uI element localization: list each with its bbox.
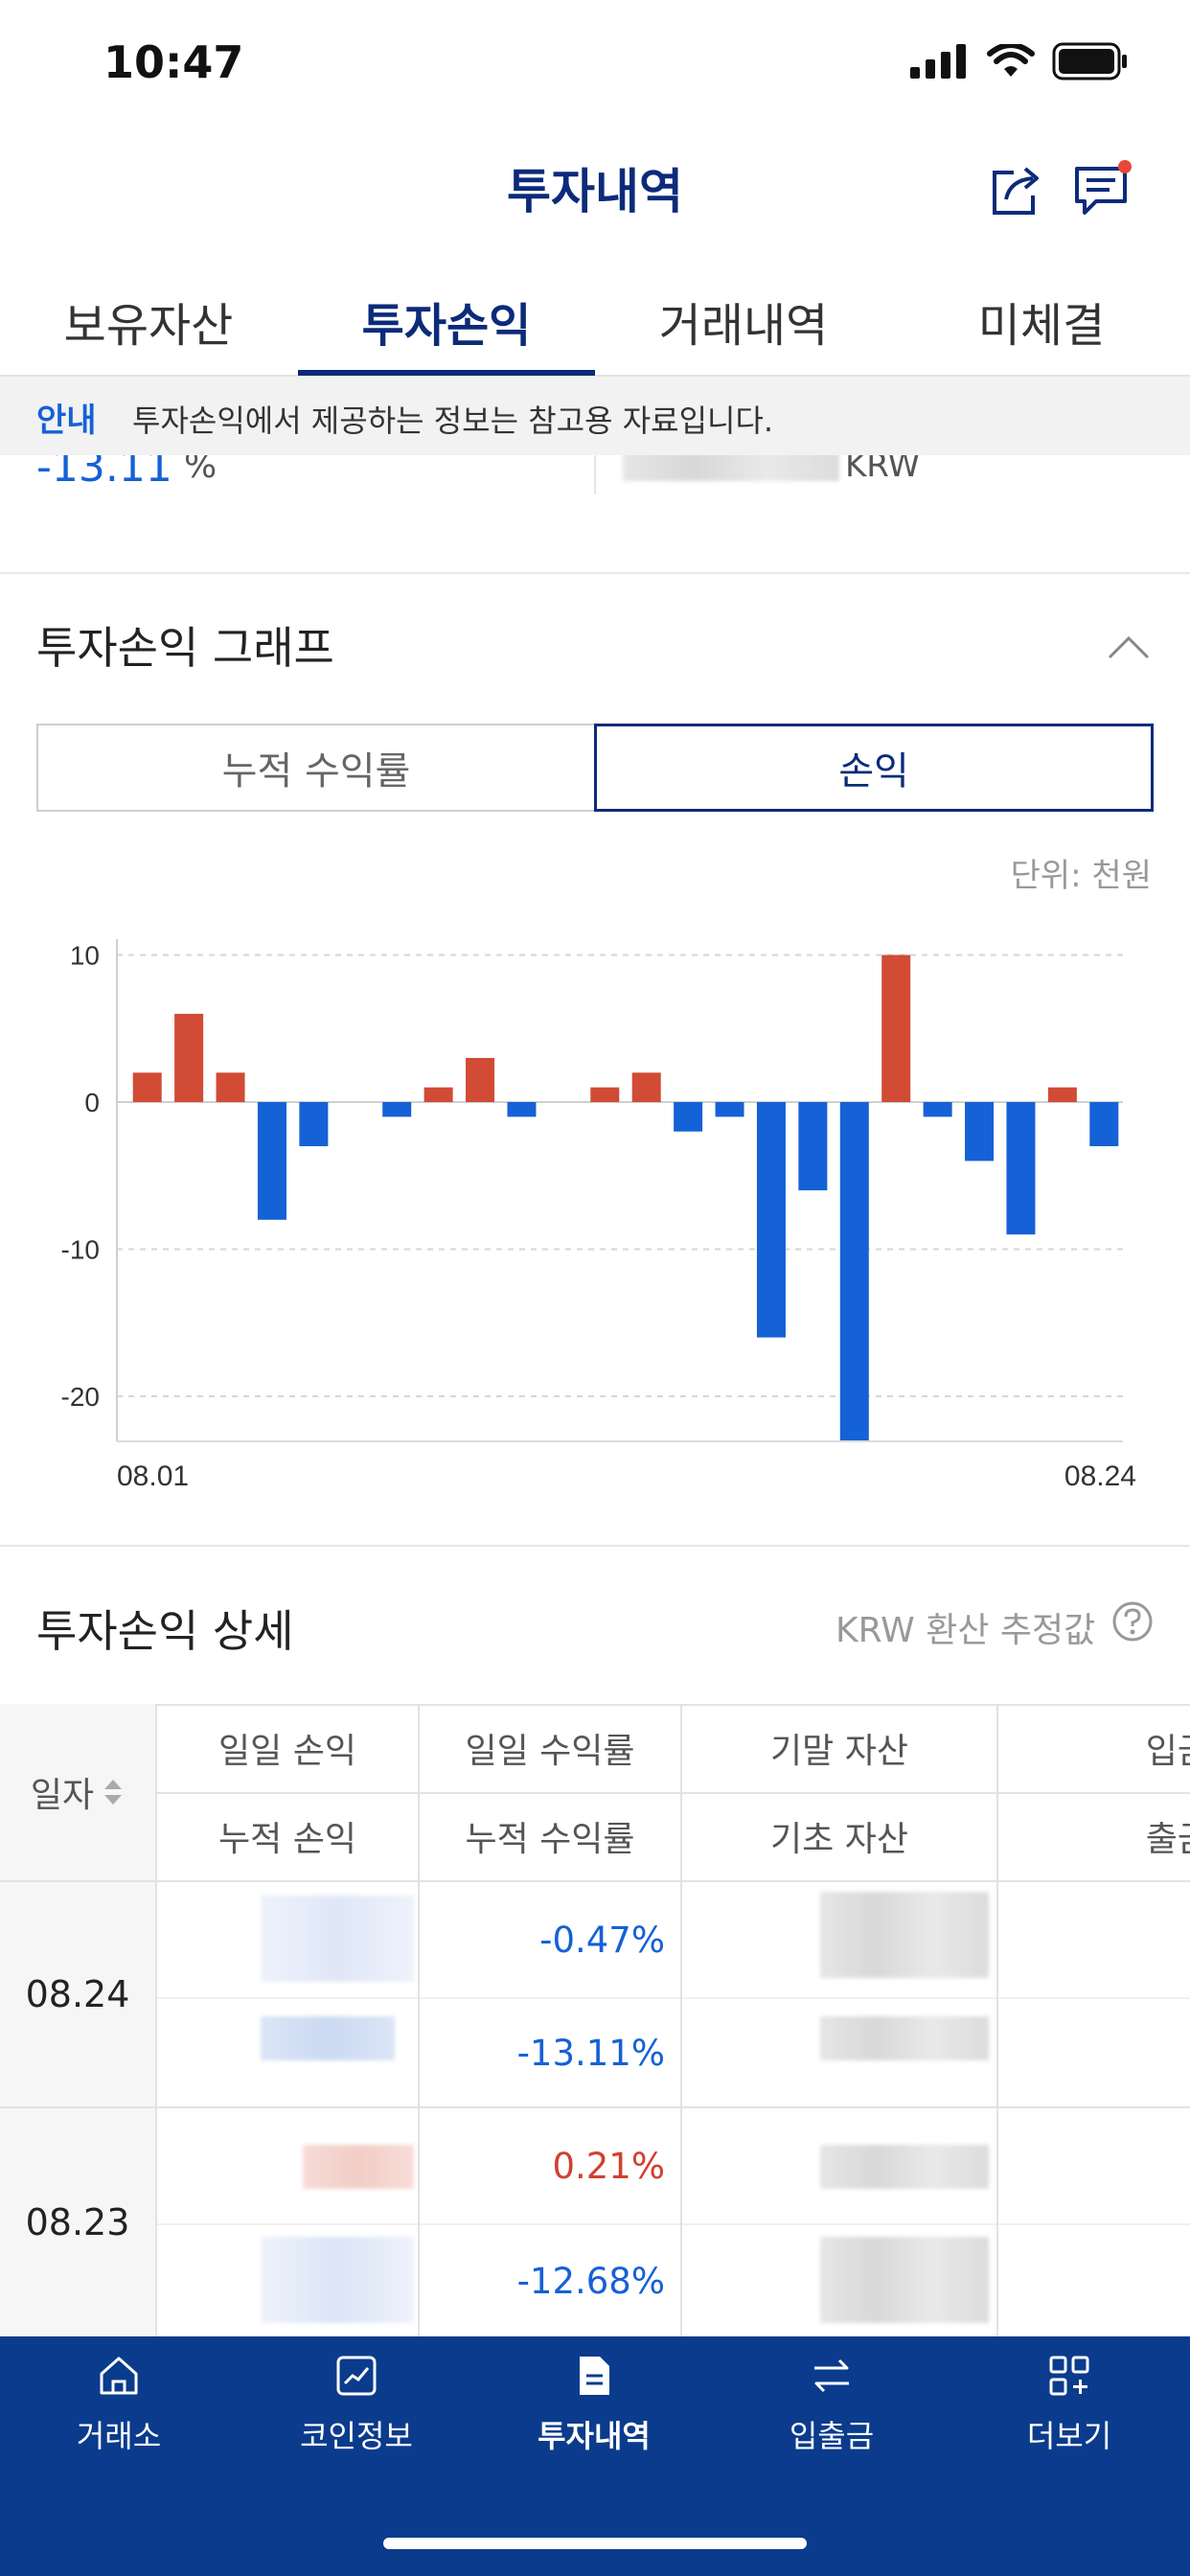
bar-day-1 <box>132 1072 162 1102</box>
bar-day-2 <box>174 1013 204 1102</box>
document-icon <box>580 2357 609 2395</box>
header-daily-pl: 일일 손익 <box>218 1732 356 1771</box>
chart-unit-label: 단위: 천원 <box>1010 857 1152 895</box>
date-header[interactable]: 일자 <box>0 1704 155 1880</box>
bar-day-22 <box>1006 1102 1036 1235</box>
battery-icon <box>1052 42 1127 80</box>
nav-coin-info[interactable]: 코인정보 <box>238 2353 475 2468</box>
sort-icon <box>104 1780 123 1805</box>
home-indicator <box>383 2538 807 2549</box>
header-cumulative-pl: 누적 손익 <box>218 1820 356 1859</box>
cumulative-rate: -12.68% <box>516 2260 665 2302</box>
nav-label: 더보기 <box>1026 2418 1112 2454</box>
nav-deposit-withdraw[interactable]: 입출금 <box>713 2353 950 2468</box>
section-divider <box>0 1545 1190 1547</box>
blurred-cumulative-pl <box>261 2016 395 2060</box>
notice-bar <box>0 377 1190 455</box>
transfer-icon <box>814 2358 849 2393</box>
tab-pending-orders[interactable]: 미체결 <box>977 299 1106 353</box>
bar-day-17 <box>798 1102 828 1191</box>
tab-profit-loss[interactable]: 투자손익 <box>361 299 532 353</box>
header-cumulative-rate: 누적 수익률 <box>465 1820 635 1859</box>
nav-exchange[interactable]: 거래소 <box>0 2353 238 2468</box>
nav-more[interactable]: 더보기 <box>950 2353 1188 2468</box>
header-daily-rate: 일일 수익률 <box>465 1732 635 1771</box>
nav-label: 코인정보 <box>300 2418 413 2454</box>
nav-label: 입출금 <box>789 2418 875 2454</box>
y-tick-label: 10 <box>70 941 100 971</box>
bar-day-15 <box>715 1102 744 1117</box>
notice-tag: 안내 <box>36 402 97 440</box>
header-ending-assets: 기말 자산 <box>770 1732 908 1771</box>
x-start-label: 08.01 <box>117 1460 189 1492</box>
y-tick-label: -10 <box>61 1235 100 1265</box>
date-header-label: 일자 <box>30 1776 95 1815</box>
chevron-up-icon[interactable] <box>1108 627 1150 669</box>
y-tick-label: -20 <box>61 1382 100 1412</box>
chart-icon <box>336 2356 377 2396</box>
tabs-divider <box>0 375 1190 377</box>
profit-loss-bar-chart: 10 0 -10 -20 08.01 08.24 <box>61 939 1136 1492</box>
help-icon[interactable] <box>1111 1600 1154 1643</box>
chat-icon[interactable] <box>1071 159 1133 220</box>
header-withdrawal: 출금 <box>1145 1820 1190 1859</box>
bar-day-24 <box>1089 1102 1119 1147</box>
bar-day-19 <box>881 954 911 1102</box>
notice-text: 투자손익에서 제공하는 정보는 참고용 자료입니다. <box>132 402 774 439</box>
graph-section-title: 투자손익 그래프 <box>36 622 334 674</box>
bar-day-10 <box>507 1102 537 1117</box>
bar-day-12 <box>590 1087 620 1102</box>
summary-divider <box>594 450 596 494</box>
section-divider <box>0 572 1190 574</box>
y-tick-label: 0 <box>84 1088 100 1117</box>
bar-day-5 <box>299 1102 329 1147</box>
tab-transactions[interactable]: 거래내역 <box>658 299 829 353</box>
blurred-beginning-assets <box>820 2016 989 2060</box>
toggle-profit-loss[interactable]: 손익 <box>594 724 1154 812</box>
blurred-ending-assets <box>820 2145 989 2189</box>
nav-label: 거래소 <box>76 2418 162 2454</box>
toggle-cumulative-rate[interactable]: 누적 수익률 <box>36 724 596 812</box>
share-icon[interactable] <box>985 159 1046 220</box>
bar-day-9 <box>466 1057 495 1102</box>
bar-day-3 <box>216 1072 245 1102</box>
bar-day-14 <box>674 1102 703 1132</box>
detail-section-title: 투자손익 상세 <box>36 1605 294 1657</box>
bar-day-7 <box>382 1102 412 1117</box>
krw-estimate-note: KRW 환산 추정값 <box>835 1611 1096 1650</box>
tab-holdings[interactable]: 보유자산 <box>63 299 234 353</box>
status-time: 10:47 <box>103 36 244 88</box>
header-beginning-assets: 기초 자산 <box>770 1820 908 1859</box>
wifi-icon <box>987 44 1035 77</box>
active-tab-indicator <box>298 370 595 376</box>
header-deposit: 입금 <box>1145 1732 1190 1771</box>
bar-day-13 <box>631 1072 661 1102</box>
blurred-cumulative-pl <box>261 2237 414 2323</box>
daily-rate: 0.21% <box>552 2145 665 2187</box>
row-date: 08.24 <box>0 1882 155 2106</box>
blurred-daily-pl <box>261 1896 414 1982</box>
bar-day-16 <box>756 1102 786 1338</box>
page-title: 투자내역 <box>507 164 683 219</box>
blurred-ending-assets <box>820 1892 989 1978</box>
detail-table: 일자 일일 손익 누적 손익 일일 수익률 누적 수익률 기말 자산 기초 자산… <box>0 1704 1190 2336</box>
row-date: 08.23 <box>0 2108 155 2336</box>
nav-investment-history[interactable]: 투자내역 <box>475 2353 713 2468</box>
signal-icon <box>910 44 966 79</box>
blurred-beginning-assets <box>820 2237 989 2323</box>
daily-rate: -0.47% <box>539 1919 665 1961</box>
home-icon <box>100 2357 138 2395</box>
bar-day-18 <box>839 1102 869 1441</box>
bar-day-20 <box>923 1102 952 1117</box>
bar-day-23 <box>1047 1087 1077 1102</box>
x-end-label: 08.24 <box>1064 1460 1136 1492</box>
bar-day-8 <box>423 1087 453 1102</box>
nav-label: 투자내역 <box>538 2418 651 2454</box>
cumulative-rate: -13.11% <box>516 2032 665 2074</box>
blurred-daily-pl <box>303 2145 414 2189</box>
grid-plus-icon <box>1049 2356 1089 2396</box>
bar-day-4 <box>257 1102 286 1220</box>
bar-day-21 <box>965 1102 995 1162</box>
